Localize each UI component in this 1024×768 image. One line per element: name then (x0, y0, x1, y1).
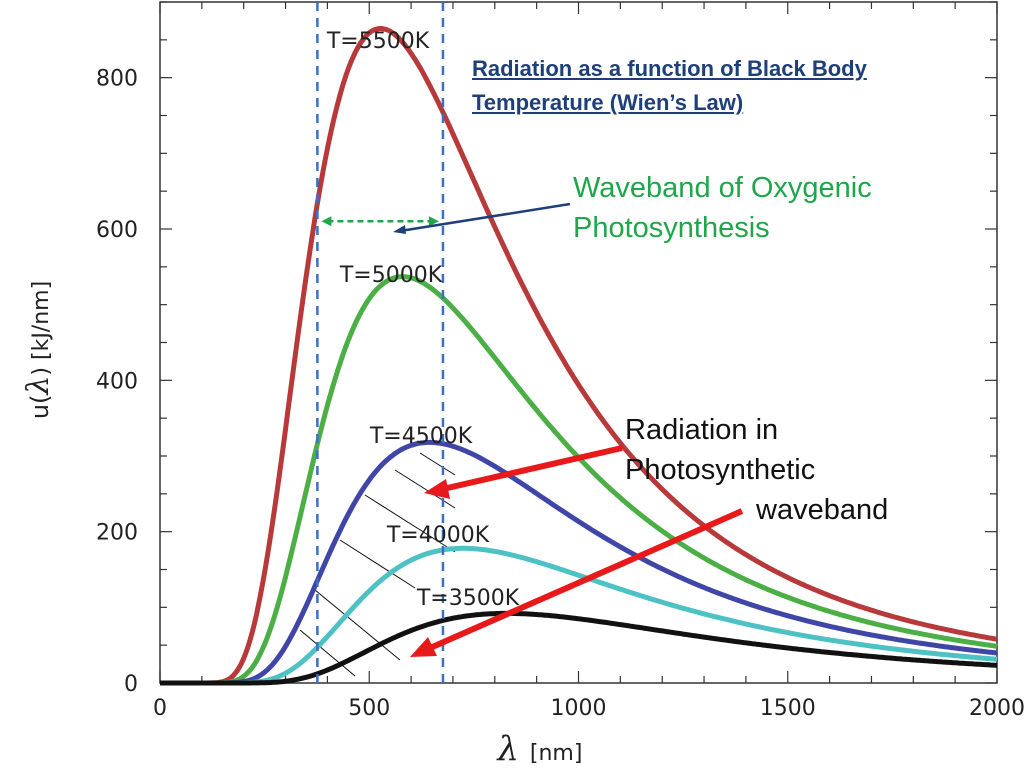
hatch-line (339, 539, 416, 589)
radiation-annotation-line-3: waveband (756, 494, 889, 526)
y-axis-label: u(λ) [kJ/nm] (21, 281, 56, 419)
chart-title-line-2: Temperature (Wien’s Law) (472, 90, 744, 115)
series-label-4000k: T=4000K (386, 523, 490, 548)
y-tick-label: 800 (96, 67, 138, 92)
series-label-5500k: T=5500K (326, 29, 430, 54)
radiation-arrow-line-2 (428, 508, 744, 651)
x-axis-symbol: λ (496, 729, 530, 768)
hatch-line (364, 494, 456, 553)
series-line-3500k (159, 610, 998, 686)
radiation-arrow-head-1 (424, 479, 450, 499)
waveband-annotation: Waveband of Oxygenic Photosynthesis (573, 168, 872, 248)
waveband-layer (316, 2, 445, 683)
y-tick-label: 600 (96, 218, 138, 243)
waveband-pointer-head (393, 225, 406, 234)
x-tick-label: 1500 (760, 696, 816, 721)
radiation-arrow-line-1 (442, 445, 623, 492)
chart-title-line-1: Radiation as a function of Black Body (472, 56, 867, 81)
chart-title[interactable]: Radiation as a function of Black Body Te… (472, 52, 867, 120)
y-tick-label: 200 (96, 521, 138, 546)
radiation-annotation: Radiation in Photosynthetic waveband (625, 410, 888, 530)
hatch-line (299, 629, 356, 677)
x-axis-unit: [nm] (530, 741, 583, 766)
radiation-annotation-line-2: Photosynthetic (625, 454, 816, 486)
x-tick-label: 500 (348, 696, 390, 721)
series-line-5500k (159, 26, 998, 686)
radiation-arrow-head-2 (410, 637, 437, 657)
y-axis-prefix: u( (26, 395, 54, 420)
waveband-hatching (299, 452, 456, 677)
x-tick-label: 1000 (551, 696, 607, 721)
series-label-3500k: T=3500K (416, 586, 520, 611)
y-axis-symbol: λ (21, 376, 56, 396)
x-axis-label: λ [nm] (496, 729, 583, 768)
radiation-annotation-line-1: Radiation in (625, 414, 779, 446)
y-tick-label: 400 (96, 369, 138, 394)
series-label-4500k: T=4500K (369, 424, 473, 449)
series-line-4000k (159, 545, 998, 686)
y-tick-label: 0 (124, 672, 138, 697)
y-axis-suffix: ) [kJ/nm] (29, 281, 54, 376)
hatch-line (314, 589, 401, 661)
waveband-pointer-line (399, 202, 571, 233)
annotation-arrows (393, 202, 744, 657)
hatch-line (394, 469, 456, 509)
hatch-line (419, 452, 456, 476)
series-line-4500k (159, 439, 998, 686)
waveband-arrow-head-right (428, 216, 439, 227)
waveband-annotation-line-1: Waveband of Oxygenic (573, 172, 872, 204)
x-tick-label: 2000 (969, 696, 1024, 721)
waveband-arrow-head-left (321, 216, 332, 227)
x-tick-label: 0 (153, 696, 167, 721)
axes-frame-layer (159, 1, 998, 684)
waveband-annotation-line-2: Photosynthesis (573, 212, 770, 244)
series-label-5000k: T=5000K (339, 263, 443, 288)
